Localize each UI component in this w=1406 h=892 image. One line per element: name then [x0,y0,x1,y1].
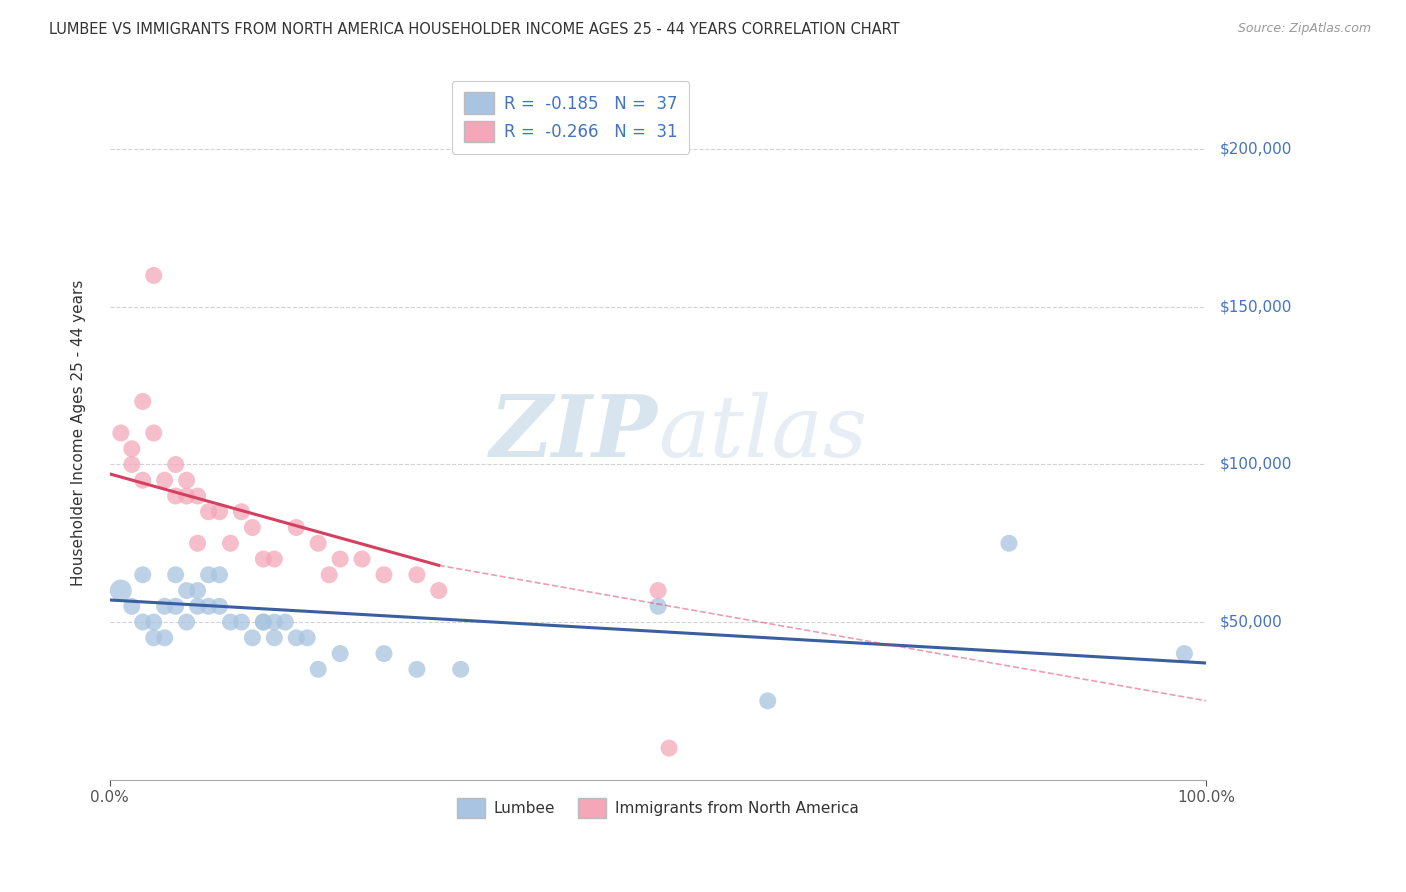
Point [153,599,176,614]
Point [647,583,669,598]
Point [197,567,219,582]
Point [297,631,319,645]
Point [373,647,395,661]
Y-axis label: Householder Income Ages 25 - 44 years: Householder Income Ages 25 - 44 years [72,280,86,586]
Point [197,505,219,519]
Point [176,615,198,629]
Point [187,489,209,503]
Point [307,536,329,550]
Point [153,473,176,487]
Point [285,631,308,645]
Point [142,615,165,629]
Point [263,615,285,629]
Point [110,583,132,598]
Point [132,615,155,629]
Point [219,615,242,629]
Point [165,599,187,614]
Point [187,583,209,598]
Point [274,615,297,629]
Point [176,473,198,487]
Point [329,647,352,661]
Point [142,268,165,283]
Point [197,599,219,614]
Point [252,615,274,629]
Point [165,567,187,582]
Point [263,552,285,566]
Point [231,505,253,519]
Point [307,662,329,676]
Point [187,536,209,550]
Point [208,505,231,519]
Point [318,567,340,582]
Point [373,567,395,582]
Point [242,520,264,534]
Point [132,567,155,582]
Point [187,599,209,614]
Point [165,458,187,472]
Text: $100,000: $100,000 [1220,457,1292,472]
Point [405,567,427,582]
Point [142,425,165,440]
Text: $200,000: $200,000 [1220,142,1292,157]
Point [1173,647,1195,661]
Point [121,599,143,614]
Point [142,631,165,645]
Text: $50,000: $50,000 [1220,615,1282,630]
Point [121,442,143,456]
Point [252,552,274,566]
Legend: Lumbee, Immigrants from North America: Lumbee, Immigrants from North America [451,792,865,824]
Point [285,520,308,534]
Point [756,694,779,708]
Point [405,662,427,676]
Point [110,425,132,440]
Point [998,536,1021,550]
Text: atlas: atlas [658,392,868,475]
Text: $150,000: $150,000 [1220,300,1292,315]
Point [153,631,176,645]
Point [231,615,253,629]
Point [208,567,231,582]
Point [208,599,231,614]
Point [132,394,155,409]
Point [252,615,274,629]
Text: Source: ZipAtlas.com: Source: ZipAtlas.com [1237,22,1371,36]
Point [121,458,143,472]
Point [350,552,373,566]
Point [329,552,352,566]
Text: LUMBEE VS IMMIGRANTS FROM NORTH AMERICA HOUSEHOLDER INCOME AGES 25 - 44 YEARS CO: LUMBEE VS IMMIGRANTS FROM NORTH AMERICA … [49,22,900,37]
Point [132,473,155,487]
Point [647,599,669,614]
Text: ZIP: ZIP [491,392,658,475]
Point [176,583,198,598]
Point [427,583,450,598]
Point [165,489,187,503]
Point [658,741,681,756]
Point [176,489,198,503]
Point [242,631,264,645]
Point [263,631,285,645]
Point [450,662,472,676]
Point [219,536,242,550]
